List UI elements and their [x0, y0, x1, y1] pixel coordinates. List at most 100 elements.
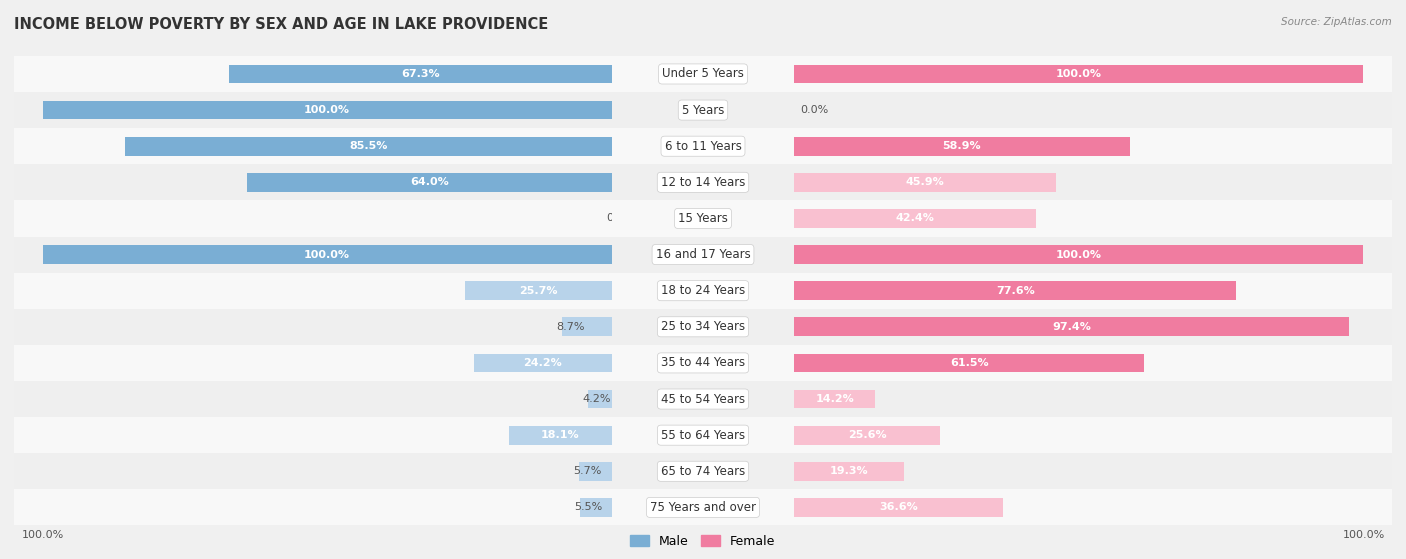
Text: 61.5%: 61.5%	[950, 358, 988, 368]
Text: 77.6%: 77.6%	[995, 286, 1035, 296]
Text: 0.0%: 0.0%	[606, 214, 634, 224]
Bar	[766, 236, 1392, 273]
Bar	[612, 273, 794, 309]
Bar	[562, 318, 612, 336]
Bar	[766, 164, 1392, 200]
Bar	[125, 137, 612, 155]
Text: 58.9%: 58.9%	[942, 141, 981, 151]
Text: 25.7%: 25.7%	[519, 286, 558, 296]
Bar	[612, 417, 794, 453]
Bar	[612, 309, 794, 345]
Bar	[794, 65, 1364, 83]
Text: 5.7%: 5.7%	[574, 466, 602, 476]
Bar	[247, 173, 612, 192]
Bar	[588, 390, 612, 409]
Text: 14.2%: 14.2%	[815, 394, 855, 404]
Text: Under 5 Years: Under 5 Years	[662, 68, 744, 80]
Bar	[612, 381, 794, 417]
Bar	[766, 381, 1392, 417]
Bar	[509, 426, 612, 444]
Bar	[794, 318, 1348, 336]
Bar	[14, 381, 640, 417]
Text: 100.0%: 100.0%	[1056, 249, 1102, 259]
Text: 55 to 64 Years: 55 to 64 Years	[661, 429, 745, 442]
Text: 25.6%: 25.6%	[848, 430, 887, 440]
Text: 18.1%: 18.1%	[541, 430, 579, 440]
Text: 12 to 14 Years: 12 to 14 Years	[661, 176, 745, 189]
Bar	[612, 164, 794, 200]
Bar	[612, 128, 794, 164]
Text: 6 to 11 Years: 6 to 11 Years	[665, 140, 741, 153]
Text: 16 and 17 Years: 16 and 17 Years	[655, 248, 751, 261]
Text: 15 Years: 15 Years	[678, 212, 728, 225]
Bar	[612, 236, 794, 273]
Bar	[42, 101, 612, 120]
Bar	[14, 417, 640, 453]
Legend: Male, Female: Male, Female	[626, 530, 780, 553]
Text: 42.4%: 42.4%	[896, 214, 935, 224]
Bar	[612, 56, 794, 92]
Text: 5.5%: 5.5%	[575, 503, 603, 513]
Text: 5 Years: 5 Years	[682, 103, 724, 117]
Bar	[14, 56, 640, 92]
Bar	[612, 200, 794, 236]
Text: 45.9%: 45.9%	[905, 177, 945, 187]
Bar	[766, 200, 1392, 236]
Bar	[465, 281, 612, 300]
Bar	[42, 245, 612, 264]
Text: 8.7%: 8.7%	[557, 322, 585, 332]
Text: 100.0%: 100.0%	[304, 249, 350, 259]
Bar	[794, 245, 1364, 264]
Text: 45 to 54 Years: 45 to 54 Years	[661, 392, 745, 405]
Bar	[579, 462, 612, 481]
Text: 64.0%: 64.0%	[411, 177, 449, 187]
Bar	[766, 417, 1392, 453]
Bar	[766, 56, 1392, 92]
Bar	[766, 345, 1392, 381]
Text: 35 to 44 Years: 35 to 44 Years	[661, 357, 745, 369]
Bar	[794, 137, 1129, 155]
Text: 85.5%: 85.5%	[349, 141, 388, 151]
Bar	[14, 489, 640, 525]
Bar	[766, 453, 1392, 489]
Bar	[794, 173, 1056, 192]
Bar	[14, 273, 640, 309]
Bar	[581, 498, 612, 517]
Text: 4.2%: 4.2%	[582, 394, 610, 404]
Bar	[14, 128, 640, 164]
Text: 75 Years and over: 75 Years and over	[650, 501, 756, 514]
Bar	[14, 164, 640, 200]
Bar	[14, 453, 640, 489]
Bar	[612, 92, 794, 128]
Bar	[794, 209, 1036, 228]
Text: 24.2%: 24.2%	[523, 358, 562, 368]
Bar	[794, 281, 1236, 300]
Text: 100.0%: 100.0%	[1056, 69, 1102, 79]
Text: 25 to 34 Years: 25 to 34 Years	[661, 320, 745, 333]
Text: 19.3%: 19.3%	[830, 466, 869, 476]
Bar	[794, 498, 1002, 517]
Text: 67.3%: 67.3%	[401, 69, 440, 79]
Bar	[474, 353, 612, 372]
Bar	[794, 462, 904, 481]
Bar	[14, 200, 640, 236]
Bar	[229, 65, 612, 83]
Text: 0.0%: 0.0%	[800, 105, 828, 115]
Bar	[766, 309, 1392, 345]
Bar	[766, 92, 1392, 128]
Bar	[794, 390, 875, 409]
Text: 65 to 74 Years: 65 to 74 Years	[661, 465, 745, 478]
Bar	[612, 453, 794, 489]
Bar	[794, 426, 941, 444]
Bar	[612, 345, 794, 381]
Bar	[14, 345, 640, 381]
Bar	[14, 236, 640, 273]
Bar	[794, 353, 1144, 372]
Text: 36.6%: 36.6%	[879, 503, 918, 513]
Bar	[766, 273, 1392, 309]
Text: 97.4%: 97.4%	[1052, 322, 1091, 332]
Bar	[14, 309, 640, 345]
Bar	[14, 92, 640, 128]
Text: Source: ZipAtlas.com: Source: ZipAtlas.com	[1281, 17, 1392, 27]
Text: 100.0%: 100.0%	[304, 105, 350, 115]
